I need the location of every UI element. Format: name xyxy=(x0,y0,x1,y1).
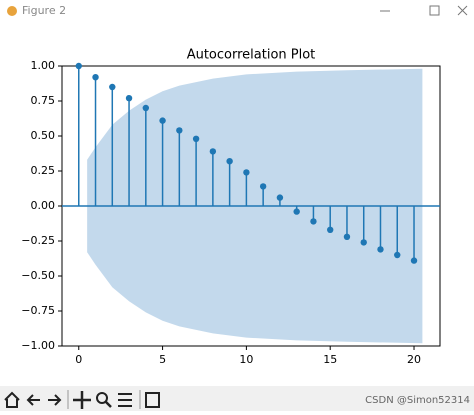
y-tick-label: 0.00 xyxy=(31,199,56,212)
x-tick-label: 15 xyxy=(323,353,337,366)
watermark: CSDN @Simon52314 xyxy=(365,395,470,406)
title-bar xyxy=(0,0,474,22)
stem-marker xyxy=(243,169,250,176)
stem-marker xyxy=(259,183,267,190)
stem-marker xyxy=(109,83,116,91)
y-tick-label: 0.75 xyxy=(31,94,56,107)
y-tick-label: −0.25 xyxy=(21,234,55,247)
stem-marker xyxy=(310,218,317,225)
stem-marker xyxy=(226,158,233,165)
stem-marker xyxy=(377,246,384,253)
app-icon xyxy=(7,6,17,16)
forward-button[interactable] xyxy=(48,394,62,406)
configure-button[interactable] xyxy=(118,393,132,407)
stem-marker xyxy=(125,95,133,102)
y-tick-label: −0.50 xyxy=(21,269,55,282)
y-tick-label: 0.25 xyxy=(31,164,56,177)
stem-marker xyxy=(159,117,166,124)
toolbar xyxy=(0,386,474,411)
x-tick-label: 0 xyxy=(75,353,82,366)
stem-marker xyxy=(360,239,367,246)
x-tick-label: 20 xyxy=(407,353,421,366)
stem-marker xyxy=(192,135,200,142)
pan-button[interactable] xyxy=(73,391,91,409)
stem-marker xyxy=(142,104,150,112)
stem-marker xyxy=(92,74,99,81)
x-tick-label: 10 xyxy=(239,353,253,366)
stem-marker xyxy=(343,233,351,240)
stem-marker xyxy=(176,127,183,134)
stem-marker xyxy=(75,62,82,70)
maximize-button[interactable] xyxy=(429,5,440,16)
y-tick-label: 0.50 xyxy=(31,129,56,142)
back-button[interactable] xyxy=(26,394,40,406)
y-tick-label: −1.00 xyxy=(21,339,55,352)
chart-title: Autocorrelation Plot xyxy=(187,48,316,63)
y-tick-label: 1.00 xyxy=(31,59,56,72)
home-button[interactable] xyxy=(4,391,20,408)
stem-marker xyxy=(327,226,334,233)
y-tick-label: −0.75 xyxy=(21,304,55,317)
stem-marker xyxy=(293,208,300,215)
x-tick-label: 5 xyxy=(159,353,166,366)
stem-marker xyxy=(209,148,217,155)
plot-area: −1.00 −0.75 −0.50 −0.25 0.00 0.25 0.50 0.75 1.00… xyxy=(21,59,441,366)
stem-marker xyxy=(410,257,418,264)
stem-marker xyxy=(394,251,401,259)
save-button[interactable] xyxy=(145,392,160,408)
zoom-button[interactable] xyxy=(96,392,112,408)
confidence-band xyxy=(87,206,423,344)
stem-marker xyxy=(276,194,284,201)
window-title: Figure 2 xyxy=(22,4,66,17)
confidence-band xyxy=(87,68,423,206)
close-button[interactable] xyxy=(457,5,468,16)
